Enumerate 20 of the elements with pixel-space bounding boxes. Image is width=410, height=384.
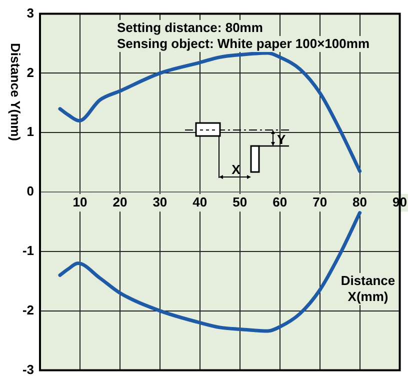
x-tick-label: 70	[312, 194, 328, 210]
y-tick-label: -2	[22, 302, 34, 318]
x-axis-title: Distance X(mm)	[340, 273, 396, 304]
y-tick-label: 1	[26, 124, 34, 140]
x-tick-label: 30	[152, 194, 168, 210]
x-tick-label: 10	[72, 194, 88, 210]
annotation: Setting distance: 80mm	[117, 20, 263, 35]
y-axis-title: Distance Y(mm)	[8, 42, 23, 142]
x-tick-label: 40	[192, 194, 208, 210]
x-tick-label: 80	[352, 194, 368, 210]
y-tick-label: 0	[26, 184, 34, 199]
annotation: Sensing object: White paper 100×100mm	[117, 36, 370, 51]
y-tick-label: 2	[26, 64, 34, 80]
y-tick-label: -3	[22, 362, 34, 377]
y-tick-label: -1	[22, 242, 34, 258]
x-tick-label: 60	[272, 194, 288, 210]
line-series	[58, 51, 362, 173]
y-tick-label: 3	[26, 5, 34, 20]
x-tick-label: 50	[232, 194, 248, 210]
x-tick-label: 20	[112, 194, 128, 210]
